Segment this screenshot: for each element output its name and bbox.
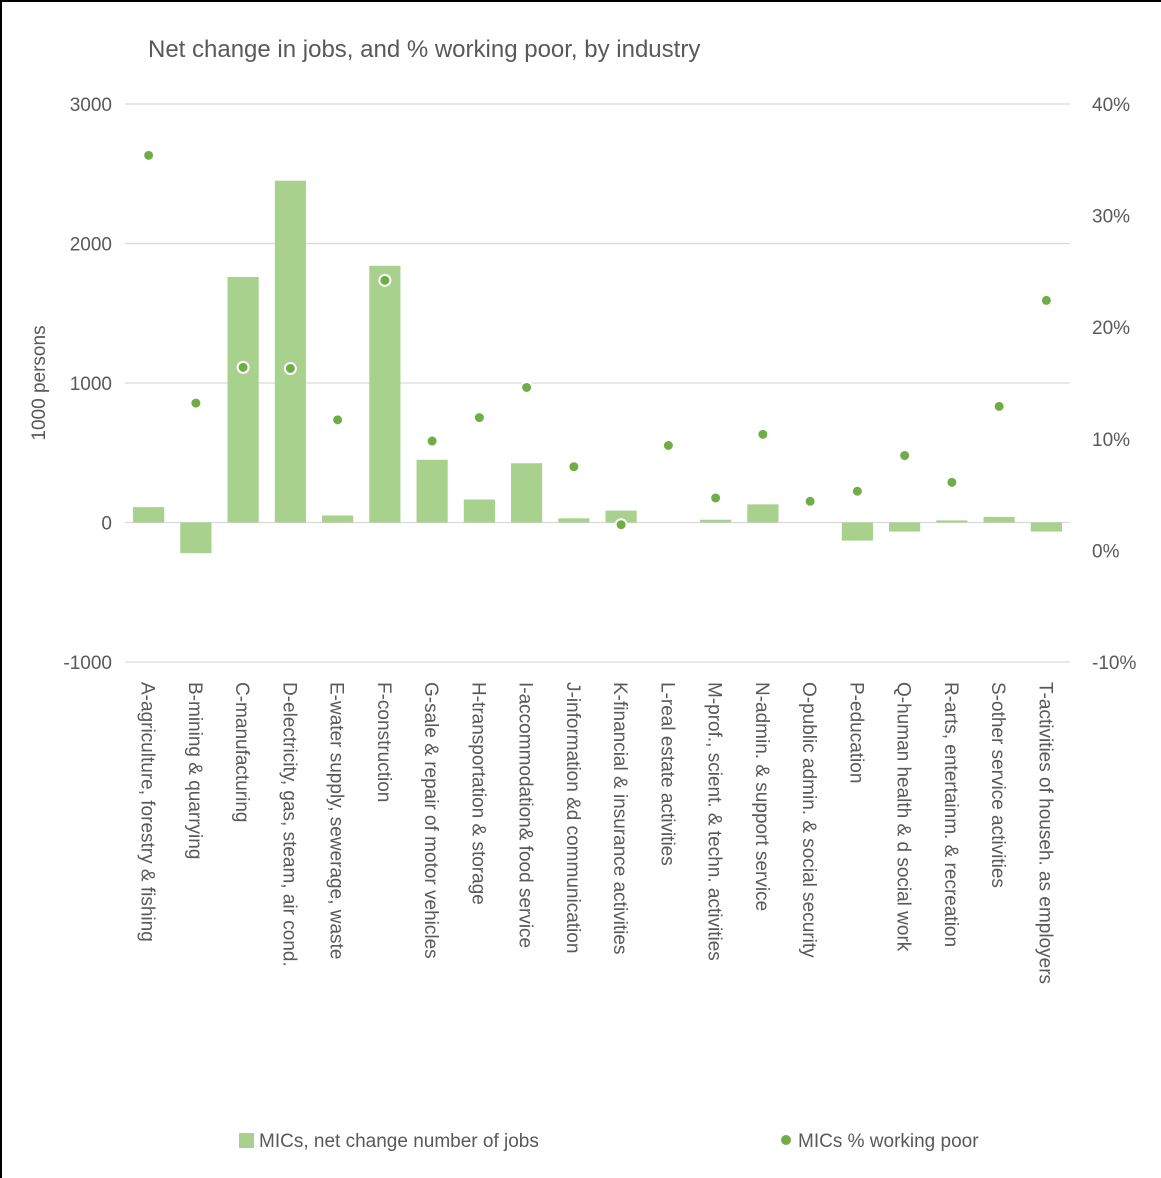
dot: [520, 380, 534, 394]
dot: [378, 273, 392, 287]
bar-series: [133, 180, 1062, 554]
dot: [472, 411, 486, 425]
dot: [425, 434, 439, 448]
dot: [142, 148, 156, 162]
category-label: C-manufacturing: [231, 682, 252, 822]
left-tick-label: 2000: [70, 235, 112, 256]
bar: [463, 499, 495, 523]
bar: [416, 459, 448, 523]
category-label: H-transportation & storage: [467, 682, 488, 905]
bar: [180, 522, 212, 554]
left-tick-label: 1000: [70, 374, 112, 395]
category-label: N-admin. & support service: [751, 682, 772, 911]
category-label: J-information &d communication: [562, 682, 583, 953]
dot: [236, 360, 250, 374]
bar: [747, 504, 779, 523]
bar: [133, 507, 165, 523]
dot: [189, 396, 203, 410]
category-label: F-construction: [373, 682, 394, 802]
bar: [983, 516, 1015, 523]
left-axis-ticks: 3000 2000 1000 0 -1000: [63, 95, 112, 674]
dot: [661, 438, 675, 452]
right-axis-ticks: 40% 30% 20% 10% 0% -10%: [1092, 95, 1136, 674]
category-label: D-electricity, gas, steam, air cond.: [278, 682, 299, 967]
dot: [283, 361, 297, 375]
dot: [567, 460, 581, 474]
dot-series: [142, 148, 1053, 532]
dot: [331, 413, 345, 427]
dot: [614, 518, 628, 532]
right-tick-label: 30%: [1092, 207, 1130, 228]
dot: [945, 475, 959, 489]
category-label: O-public admin. & social security: [798, 682, 819, 958]
category-label: T-activities of househ. as employers: [1034, 682, 1055, 984]
left-tick-label: 3000: [70, 95, 112, 116]
category-label: P-education: [845, 682, 866, 783]
bar: [322, 515, 354, 523]
y-axis-label: 1000 persons: [29, 325, 50, 440]
bar: [558, 518, 590, 523]
dot: [709, 491, 723, 505]
category-labels: A-agriculture, forestry & fishing B-minin…: [137, 682, 1056, 984]
dot: [803, 494, 817, 508]
dot: [1039, 293, 1053, 307]
category-label: M-prof., scient. & techn. activities: [704, 682, 725, 961]
right-tick-label: 10%: [1092, 430, 1130, 451]
bar: [936, 520, 968, 523]
bar: [889, 522, 921, 532]
category-label: L-real estate activities: [656, 682, 677, 866]
legend-label-bar: MICs, net change number of jobs: [259, 1131, 539, 1152]
left-tick-label: -1000: [63, 653, 112, 674]
category-label: E-water supply, sewerage, waste: [326, 682, 347, 959]
legend-swatch-dot: [781, 1135, 791, 1145]
category-label: Q-human health & d social work: [893, 682, 914, 952]
right-tick-label: 40%: [1092, 95, 1130, 116]
category-label: I-accommodation& food service: [515, 682, 536, 948]
legend-label-dot: MICs % working poor: [798, 1131, 979, 1152]
left-tick-label: 0: [101, 514, 112, 535]
category-label: K-financial & insurance activities: [609, 682, 630, 954]
category-label: S-other service activities: [987, 682, 1008, 888]
dot: [756, 427, 770, 441]
right-tick-label: -10%: [1092, 653, 1136, 674]
right-tick-label: 0%: [1092, 541, 1120, 562]
legend-swatch-bar: [239, 1133, 254, 1148]
gridlines: [125, 103, 1070, 663]
bar: [605, 510, 637, 523]
category-label: B-mining & quarrying: [184, 682, 205, 859]
category-label: R-arts, entertainm. & recreation: [940, 682, 961, 947]
dot: [992, 399, 1006, 413]
chart-title: Net change in jobs, and % working poor, …: [148, 36, 700, 63]
bar: [227, 276, 259, 523]
dot: [898, 449, 912, 463]
legend: MICs, net change number of jobs MICs % w…: [239, 1131, 979, 1152]
bar: [1030, 522, 1062, 532]
right-tick-label: 20%: [1092, 318, 1130, 339]
bar: [369, 265, 401, 523]
category-label: A-agriculture, forestry & fishing: [137, 682, 158, 942]
dot: [850, 484, 864, 498]
bar: [700, 519, 732, 523]
bar: [841, 522, 873, 541]
category-label: G-sale & repair of motor vehicles: [420, 682, 441, 959]
bar: [511, 463, 543, 523]
bar: [274, 180, 306, 523]
